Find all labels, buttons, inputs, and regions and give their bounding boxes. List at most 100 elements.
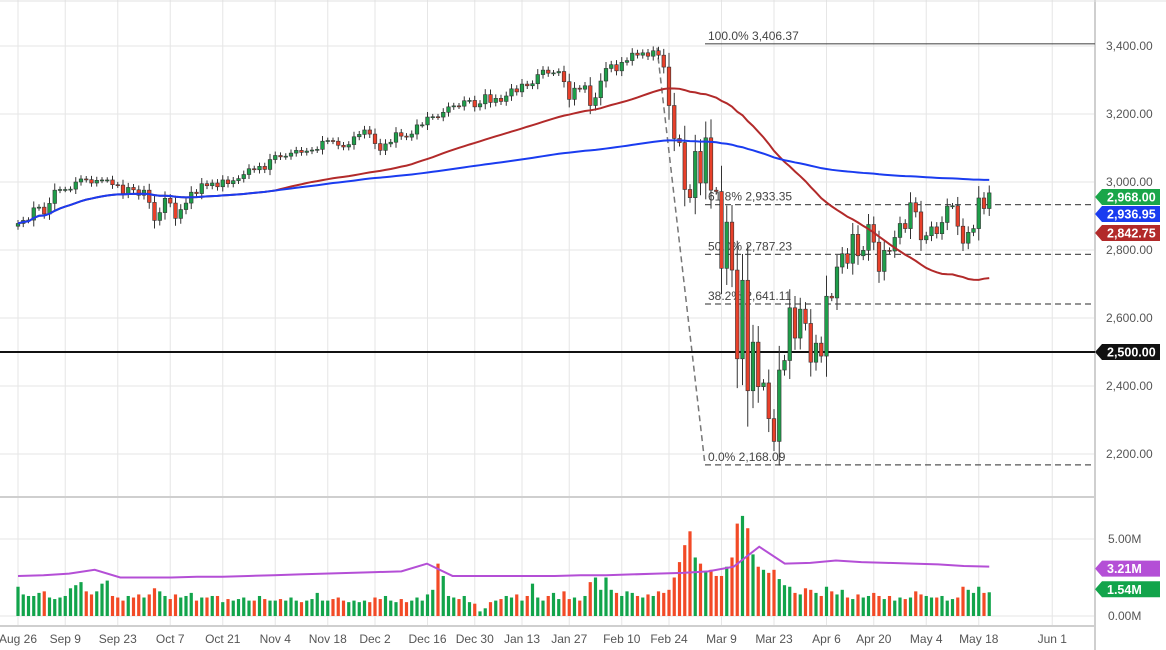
candle	[414, 119, 420, 140]
candle	[735, 240, 740, 389]
volume-bar	[415, 597, 419, 616]
volume-bar	[788, 586, 792, 616]
candle-body	[603, 68, 609, 82]
volume-bar	[336, 597, 340, 616]
volume-bar	[714, 575, 718, 616]
volume-bar	[688, 531, 692, 616]
candle-body	[204, 183, 210, 187]
candle	[635, 49, 640, 59]
candle	[540, 66, 546, 79]
candle-body	[819, 342, 824, 357]
volume-bar	[100, 583, 104, 616]
candle-body	[724, 221, 729, 269]
candle	[462, 96, 467, 111]
candle	[420, 122, 425, 128]
volume-bar	[830, 591, 834, 616]
volume-bar	[903, 599, 907, 616]
volume-bar	[751, 554, 755, 616]
candle	[257, 162, 262, 174]
candle	[68, 186, 73, 193]
candle-body	[341, 144, 346, 148]
date-tick: Jan 27	[551, 632, 587, 646]
candle	[546, 66, 551, 77]
candle	[84, 176, 89, 183]
volume-bar	[982, 592, 986, 616]
volume-bar	[126, 595, 130, 616]
candle	[504, 91, 509, 106]
last-volume-label: 1.54M	[1107, 583, 1142, 597]
candle-body	[556, 71, 561, 74]
candle	[236, 175, 241, 184]
candle-body	[525, 83, 530, 87]
candle-body	[372, 133, 378, 144]
volume-bar	[509, 597, 514, 616]
candle-body	[882, 250, 887, 272]
candle-body	[855, 234, 861, 257]
candle	[535, 69, 540, 90]
candle-body	[519, 83, 525, 93]
candle-body	[987, 192, 992, 209]
volume-bar	[646, 594, 650, 616]
candle-body	[231, 180, 236, 184]
ma-200-line	[17, 139, 990, 225]
volume-bar	[614, 592, 619, 616]
candle	[215, 179, 220, 191]
volume-bar	[588, 582, 592, 616]
candle-body	[929, 226, 934, 237]
volume-bar	[625, 591, 629, 616]
fibonacci-retracement[interactable]: 100.0% 3,406.37 61.8% 2,933.35 50.0% 2,787…	[656, 29, 1095, 466]
volume-bar	[583, 595, 587, 616]
volume-bar	[814, 592, 818, 616]
candle	[892, 230, 897, 258]
candle-body	[126, 187, 131, 194]
volume-bar	[457, 599, 461, 616]
candle-body	[813, 342, 819, 363]
volume-bar	[205, 597, 209, 616]
date-tick: Oct 7	[156, 632, 185, 646]
candle	[945, 198, 950, 231]
candle	[288, 149, 294, 160]
candle	[78, 175, 84, 186]
candle	[493, 94, 498, 107]
candle-body	[357, 134, 362, 138]
volume-bar	[798, 594, 802, 616]
candle-body	[960, 225, 966, 244]
candle-body	[924, 235, 929, 241]
candle-body	[745, 279, 750, 392]
candle	[876, 230, 882, 283]
volume-bar	[725, 566, 729, 616]
candle	[530, 80, 535, 90]
volume-bar	[299, 602, 304, 616]
candle-body	[336, 140, 341, 146]
candle-body	[283, 155, 288, 158]
candle-body	[78, 178, 84, 183]
candle-body	[834, 266, 840, 299]
candle	[651, 46, 656, 61]
candle-body	[346, 144, 351, 148]
candle-body	[115, 184, 120, 187]
candle	[966, 226, 971, 250]
volume-bar	[32, 595, 36, 616]
candle	[855, 225, 861, 265]
candle-body	[950, 205, 955, 208]
volume-bar	[389, 600, 393, 616]
candle-body	[740, 279, 745, 360]
candle	[771, 409, 777, 451]
volume-bar	[746, 528, 750, 616]
price-tick: 2,200.00	[1106, 447, 1153, 461]
volume-bar	[236, 599, 241, 616]
price-axis[interactable]: 2,200.00 2,400.00 2,600.00 2,800.00 3,000.00…	[1106, 39, 1153, 623]
candle-body	[698, 151, 703, 184]
candle	[409, 130, 414, 141]
candle-body	[351, 136, 357, 145]
candle	[157, 207, 162, 226]
candle	[588, 77, 593, 115]
volume-bar	[977, 586, 981, 616]
date-tick: Jun 1	[1038, 632, 1068, 646]
candle	[703, 121, 708, 200]
candle-body	[535, 74, 540, 85]
volume-bar	[730, 557, 734, 616]
candle	[924, 231, 929, 244]
time-axis[interactable]: Aug 26 Sep 9 Sep 23 Oct 7 Oct 21 Nov 4 Nov 18 D…	[0, 632, 1067, 646]
